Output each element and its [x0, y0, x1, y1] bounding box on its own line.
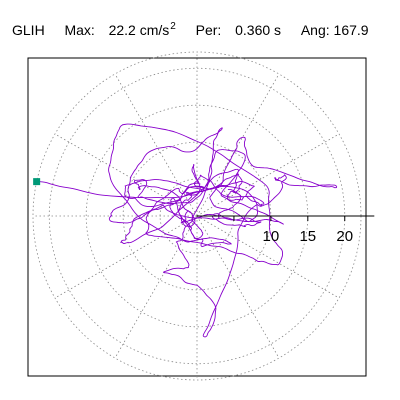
motion-trace	[36, 123, 338, 338]
tick-label-10: 10	[263, 228, 280, 245]
max-unit-exponent: 2	[170, 21, 176, 32]
grid-spoke-210	[54, 215, 198, 299]
angle-value: 167.9	[333, 22, 369, 38]
period-value: 0.360	[235, 22, 271, 38]
grid-spoke-30	[196, 133, 340, 217]
max-unit: cm/s	[139, 22, 170, 38]
grid-spoke-240	[114, 215, 198, 359]
period-unit: s	[274, 22, 282, 38]
max-value: 22.2	[108, 22, 136, 38]
grid-spoke-120	[114, 73, 198, 217]
angle-label: Ang:	[300, 22, 330, 38]
station-code: GLIH	[12, 22, 45, 38]
grid-spoke-300	[196, 215, 280, 359]
radial-axis-ticks	[233, 216, 346, 221]
grid-spoke-60	[196, 73, 280, 217]
title-bar: GLIH Max: 22.2 cm/s2 Per: 0.360 s Ang: 1…	[12, 16, 369, 38]
grid-spoke-150	[54, 133, 198, 217]
period-label: Per:	[195, 22, 222, 38]
tick-label-15: 15	[299, 228, 316, 245]
tick-label-20: 20	[336, 228, 353, 245]
start-marker	[33, 178, 41, 186]
grid-spoke-330	[196, 215, 340, 299]
max-label: Max:	[64, 22, 95, 38]
trace-layer	[36, 123, 338, 338]
